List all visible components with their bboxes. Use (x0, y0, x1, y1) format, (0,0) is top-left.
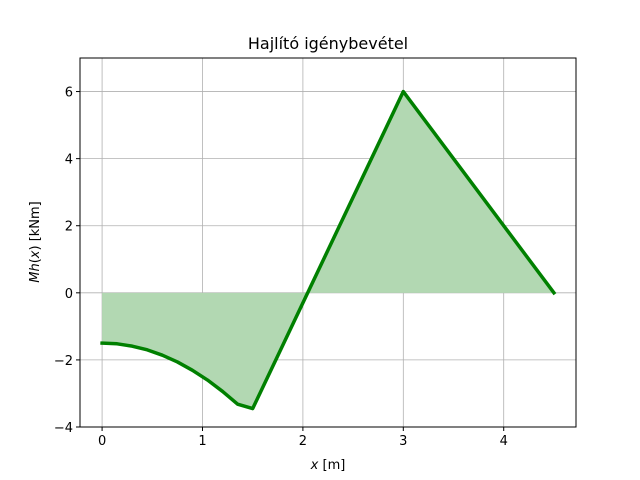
moment-line (100, 89, 557, 411)
y-axis-unit: [kNm] (28, 201, 43, 245)
y-tick-label: −4 (54, 421, 73, 436)
y-tick-label: 0 (65, 287, 73, 302)
plot-frame (79, 57, 577, 428)
x-axis-unit: [m] (318, 458, 345, 473)
x-axis-ticks: 0 1 2 3 4 (98, 427, 508, 449)
y-axis-argument: x (28, 250, 43, 259)
y-tick-label: 6 (65, 86, 73, 101)
y-axis-close-paren: ) (28, 245, 43, 250)
x-axis-label: x [m] (310, 458, 346, 473)
x-tick-label: 1 (198, 434, 206, 449)
y-axis-function: Mh (28, 263, 43, 282)
y-axis-open-paren: ( (28, 258, 43, 263)
y-axis-ticks: −4 −2 0 2 4 6 (54, 86, 80, 436)
x-tick-label: 3 (399, 434, 407, 449)
series-line (100, 89, 557, 411)
chart-title: Hajlító igénybevétel (248, 34, 408, 53)
y-tick-label: 2 (65, 220, 73, 235)
y-tick-label: 4 (65, 153, 73, 168)
x-tick-label: 2 (299, 434, 307, 449)
x-axis-variable: x (310, 458, 319, 473)
y-axis-label: Mh(x) [kNm] (28, 201, 43, 283)
y-tick-label: −2 (54, 354, 73, 369)
x-tick-label: 4 (500, 434, 508, 449)
x-tick-label: 0 (98, 434, 106, 449)
